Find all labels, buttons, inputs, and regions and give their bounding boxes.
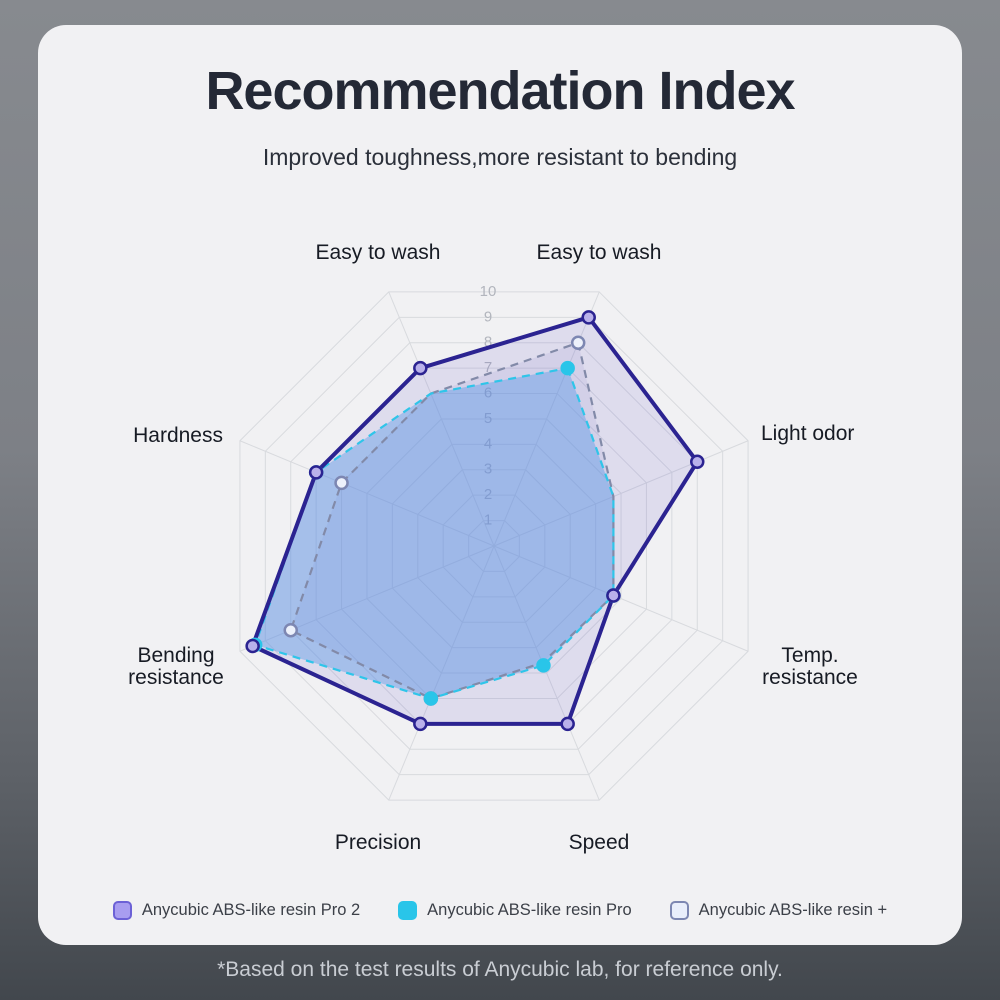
axis-label-line: Hardness bbox=[133, 424, 223, 447]
grid-spoke bbox=[493, 440, 749, 547]
footnote: *Based on the test results of Anycubic l… bbox=[217, 958, 783, 981]
series-marker bbox=[570, 335, 586, 350]
scale-tick-label: 5 bbox=[484, 410, 492, 427]
legend-swatch bbox=[669, 901, 689, 920]
chart-legend: Anycubic ABS-like resin Pro 2 Anycubic AB… bbox=[0, 901, 1000, 920]
page-title: Recommendation Index bbox=[205, 61, 795, 121]
scale-tick-label: 7 bbox=[484, 359, 492, 376]
grid-spoke bbox=[388, 291, 495, 547]
series-marker bbox=[334, 475, 349, 491]
legend-item: Anycubic ABS-like resin Pro 2 bbox=[112, 901, 361, 920]
axis-label: Light odor bbox=[761, 422, 854, 445]
axis-label: Bending resistance bbox=[128, 644, 224, 689]
page-subtitle: Improved toughness,more resistant to ben… bbox=[262, 144, 738, 170]
scale-tick-label: 3 bbox=[484, 461, 492, 478]
series-marker bbox=[423, 691, 439, 706]
series-marker bbox=[536, 658, 551, 673]
axis-label-line: Speed bbox=[569, 831, 630, 854]
axis-label-line: Bending bbox=[137, 644, 214, 667]
axis-label: Easy to wash bbox=[537, 241, 662, 264]
scale-tick-label: 6 bbox=[484, 385, 492, 402]
grid-spoke bbox=[388, 545, 495, 801]
axis-label: Temp. resistance bbox=[762, 644, 858, 689]
legend-label: Anycubic ABS-like resin Pro bbox=[427, 901, 632, 919]
scale-tick-label: 1 bbox=[484, 512, 492, 529]
scale-tick-label: 9 bbox=[484, 308, 492, 325]
grid-spoke bbox=[493, 545, 749, 652]
axis-label: Hardness bbox=[133, 424, 223, 447]
scale-tick-label: 8 bbox=[484, 334, 492, 351]
series-marker bbox=[606, 588, 621, 603]
axis-label-line: Temp. bbox=[781, 644, 838, 667]
series-marker bbox=[413, 716, 428, 732]
series-marker bbox=[690, 454, 705, 470]
series-marker bbox=[413, 360, 428, 376]
legend-swatch bbox=[112, 901, 132, 920]
axis-label-line: Easy to wash bbox=[316, 241, 441, 264]
legend-label: Anycubic ABS-like resin + bbox=[698, 901, 888, 919]
scale-tick-label: 2 bbox=[484, 486, 492, 503]
series-marker bbox=[308, 465, 324, 480]
legend-swatch bbox=[398, 901, 418, 920]
grid-spoke bbox=[493, 545, 600, 801]
legend-item: Anycubic ABS-like resin + bbox=[669, 901, 888, 920]
legend-item: Anycubic ABS-like resin Pro bbox=[398, 901, 632, 920]
axis-label: Easy to wash bbox=[316, 241, 441, 264]
series-marker bbox=[560, 716, 575, 732]
chart-card bbox=[38, 25, 962, 945]
series-marker bbox=[560, 360, 575, 376]
series-marker bbox=[283, 622, 298, 638]
series-marker bbox=[581, 310, 596, 325]
axis-label-line: Light odor bbox=[761, 422, 854, 445]
grid-spoke bbox=[493, 291, 600, 547]
legend-label: Anycubic ABS-like resin Pro 2 bbox=[141, 901, 361, 919]
grid-spoke bbox=[239, 545, 495, 652]
axis-label: Precision bbox=[335, 831, 421, 854]
axis-label-line: Precision bbox=[335, 831, 421, 854]
axis-label-line: Easy to wash bbox=[537, 241, 662, 264]
axis-label-line: resistance bbox=[128, 666, 224, 689]
series-fill bbox=[290, 342, 614, 699]
scale-tick-label: 4 bbox=[484, 435, 492, 452]
axis-label: Speed bbox=[569, 831, 630, 854]
grid-spoke bbox=[239, 440, 495, 547]
series-fill bbox=[255, 368, 614, 699]
series-marker bbox=[245, 638, 260, 654]
scale-tick-label: 10 bbox=[480, 283, 497, 300]
axis-label-line: resistance bbox=[762, 666, 858, 689]
